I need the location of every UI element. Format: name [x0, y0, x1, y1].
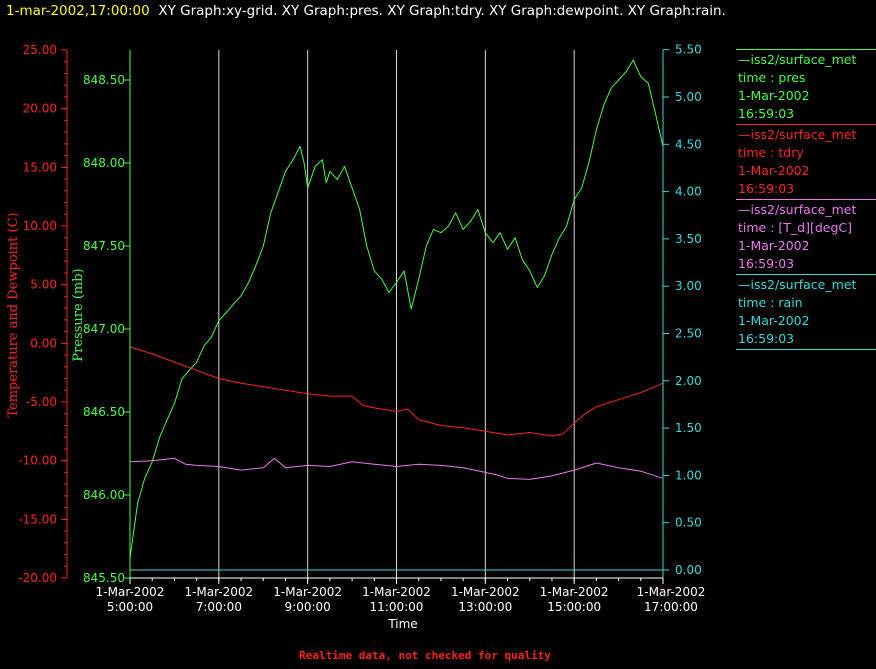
- rain-tick-label: 3.00: [675, 279, 702, 293]
- legend-text: 1-Mar-2002: [738, 163, 810, 178]
- rain-tick-label: 2.00: [675, 374, 702, 388]
- legend-text: 16:59:03: [738, 256, 795, 271]
- temp-tick-label: 10.00: [23, 219, 57, 233]
- series-line-pres: [129, 59, 664, 559]
- x-tick-time: 13:00:00: [458, 600, 512, 614]
- quality-note: Realtime data, not checked for quality: [299, 649, 551, 662]
- legend-text: —iss2/surface_met: [738, 127, 857, 142]
- legend-text: 16:59:03: [738, 106, 795, 121]
- legend-text: 1-Mar-2002: [738, 313, 810, 328]
- x-tick-date: 1-Mar-2002: [362, 585, 431, 599]
- legend-text: time : pres: [738, 70, 806, 85]
- x-tick-date: 1-Mar-2002: [540, 585, 609, 599]
- x-tick-time: 5:00:00: [107, 600, 153, 614]
- rain-tick-label: 5.00: [675, 90, 702, 104]
- legend-text: —iss2/surface_met: [738, 277, 857, 292]
- legend-text: 1-Mar-2002: [738, 88, 810, 103]
- temp-tick-label: 15.00: [23, 160, 57, 174]
- pres-tick-label: 848.50: [83, 73, 125, 87]
- x-tick-date: 1-Mar-2002: [273, 585, 342, 599]
- window-title: 1-mar-2002,17:00:00 XY Graph:xy-grid. XY…: [6, 3, 726, 19]
- x-tick-date: 1-Mar-2002: [637, 585, 706, 599]
- x-tick-date: 1-Mar-2002: [96, 585, 165, 599]
- x-tick-time: 7:00:00: [196, 600, 242, 614]
- x-axis-label: Time: [388, 617, 418, 631]
- legend-text: time : tdry: [738, 145, 804, 160]
- title-timestamp: 1-mar-2002,17:00:00: [6, 3, 150, 19]
- pres-tick-label: 847.00: [83, 322, 125, 336]
- title-graph-list: XY Graph:xy-grid. XY Graph:pres. XY Grap…: [158, 3, 726, 19]
- temp-tick-label: 20.00: [23, 102, 57, 116]
- rain-tick-label: 0.00: [675, 563, 702, 577]
- legend-text: 1-Mar-2002: [738, 238, 810, 253]
- x-tick-time: 11:00:00: [370, 600, 424, 614]
- legend-text: —iss2/surface_met: [738, 202, 857, 217]
- rain-tick-label: 1.50: [675, 421, 702, 435]
- temp-tick-label: -10.00: [18, 454, 57, 468]
- x-tick-time: 17:00:00: [644, 600, 698, 614]
- rain-tick-label: 0.50: [675, 516, 702, 530]
- x-tick-date: 1-Mar-2002: [451, 585, 520, 599]
- rain-tick-label: 4.50: [675, 137, 702, 151]
- legend-text: —iss2/surface_met: [738, 52, 857, 67]
- x-tick-time: 9:00:00: [285, 600, 331, 614]
- x-tick-time: 15:00:00: [547, 600, 601, 614]
- vertical-grid: [218, 50, 575, 578]
- rain-tick-label: 5.50: [675, 43, 702, 57]
- rain-tick-label: 3.50: [675, 232, 702, 246]
- temp-tick-label: -20.00: [18, 571, 57, 585]
- rain-tick-label: 2.50: [675, 327, 702, 341]
- rain-tick-label: 1.00: [675, 468, 702, 482]
- pres-tick-label: 847.50: [83, 239, 125, 253]
- series-layer: [129, 59, 664, 571]
- legend-text: 16:59:03: [738, 331, 795, 346]
- pres-tick-label: 845.50: [83, 571, 125, 585]
- legend-text: time : [T_d][degC]: [738, 220, 853, 235]
- legend: —iss2/surface_met time : pres 1-Mar-2002 16…: [736, 49, 876, 350]
- temp-tick-label: 5.00: [30, 278, 57, 292]
- temp-tick-label: 25.00: [23, 43, 57, 57]
- pres-tick-label: 848.00: [83, 156, 125, 170]
- pres-tick-label: 846.50: [83, 405, 125, 419]
- y-axis-label-temperature: Temperature and Dewpoint (C): [6, 212, 21, 417]
- series-line-dew: [129, 457, 664, 480]
- rain-tick-label: 4.00: [675, 185, 702, 199]
- axes: 1-Mar-20025:00:001-Mar-20027:00:001-Mar-…: [18, 43, 705, 614]
- temp-tick-label: -5.00: [26, 395, 57, 409]
- temp-tick-label: -15.00: [18, 512, 57, 526]
- y-axis-label-pressure: Pressure (mb): [71, 268, 86, 361]
- legend-end-rule: [736, 349, 876, 350]
- legend-text: time : rain: [738, 295, 803, 310]
- pres-tick-label: 846.00: [83, 488, 125, 502]
- legend-text: 16:59:03: [738, 181, 795, 196]
- x-tick-date: 1-Mar-2002: [184, 585, 253, 599]
- series-line-tdry: [129, 346, 664, 437]
- temp-tick-label: 0.00: [30, 336, 57, 350]
